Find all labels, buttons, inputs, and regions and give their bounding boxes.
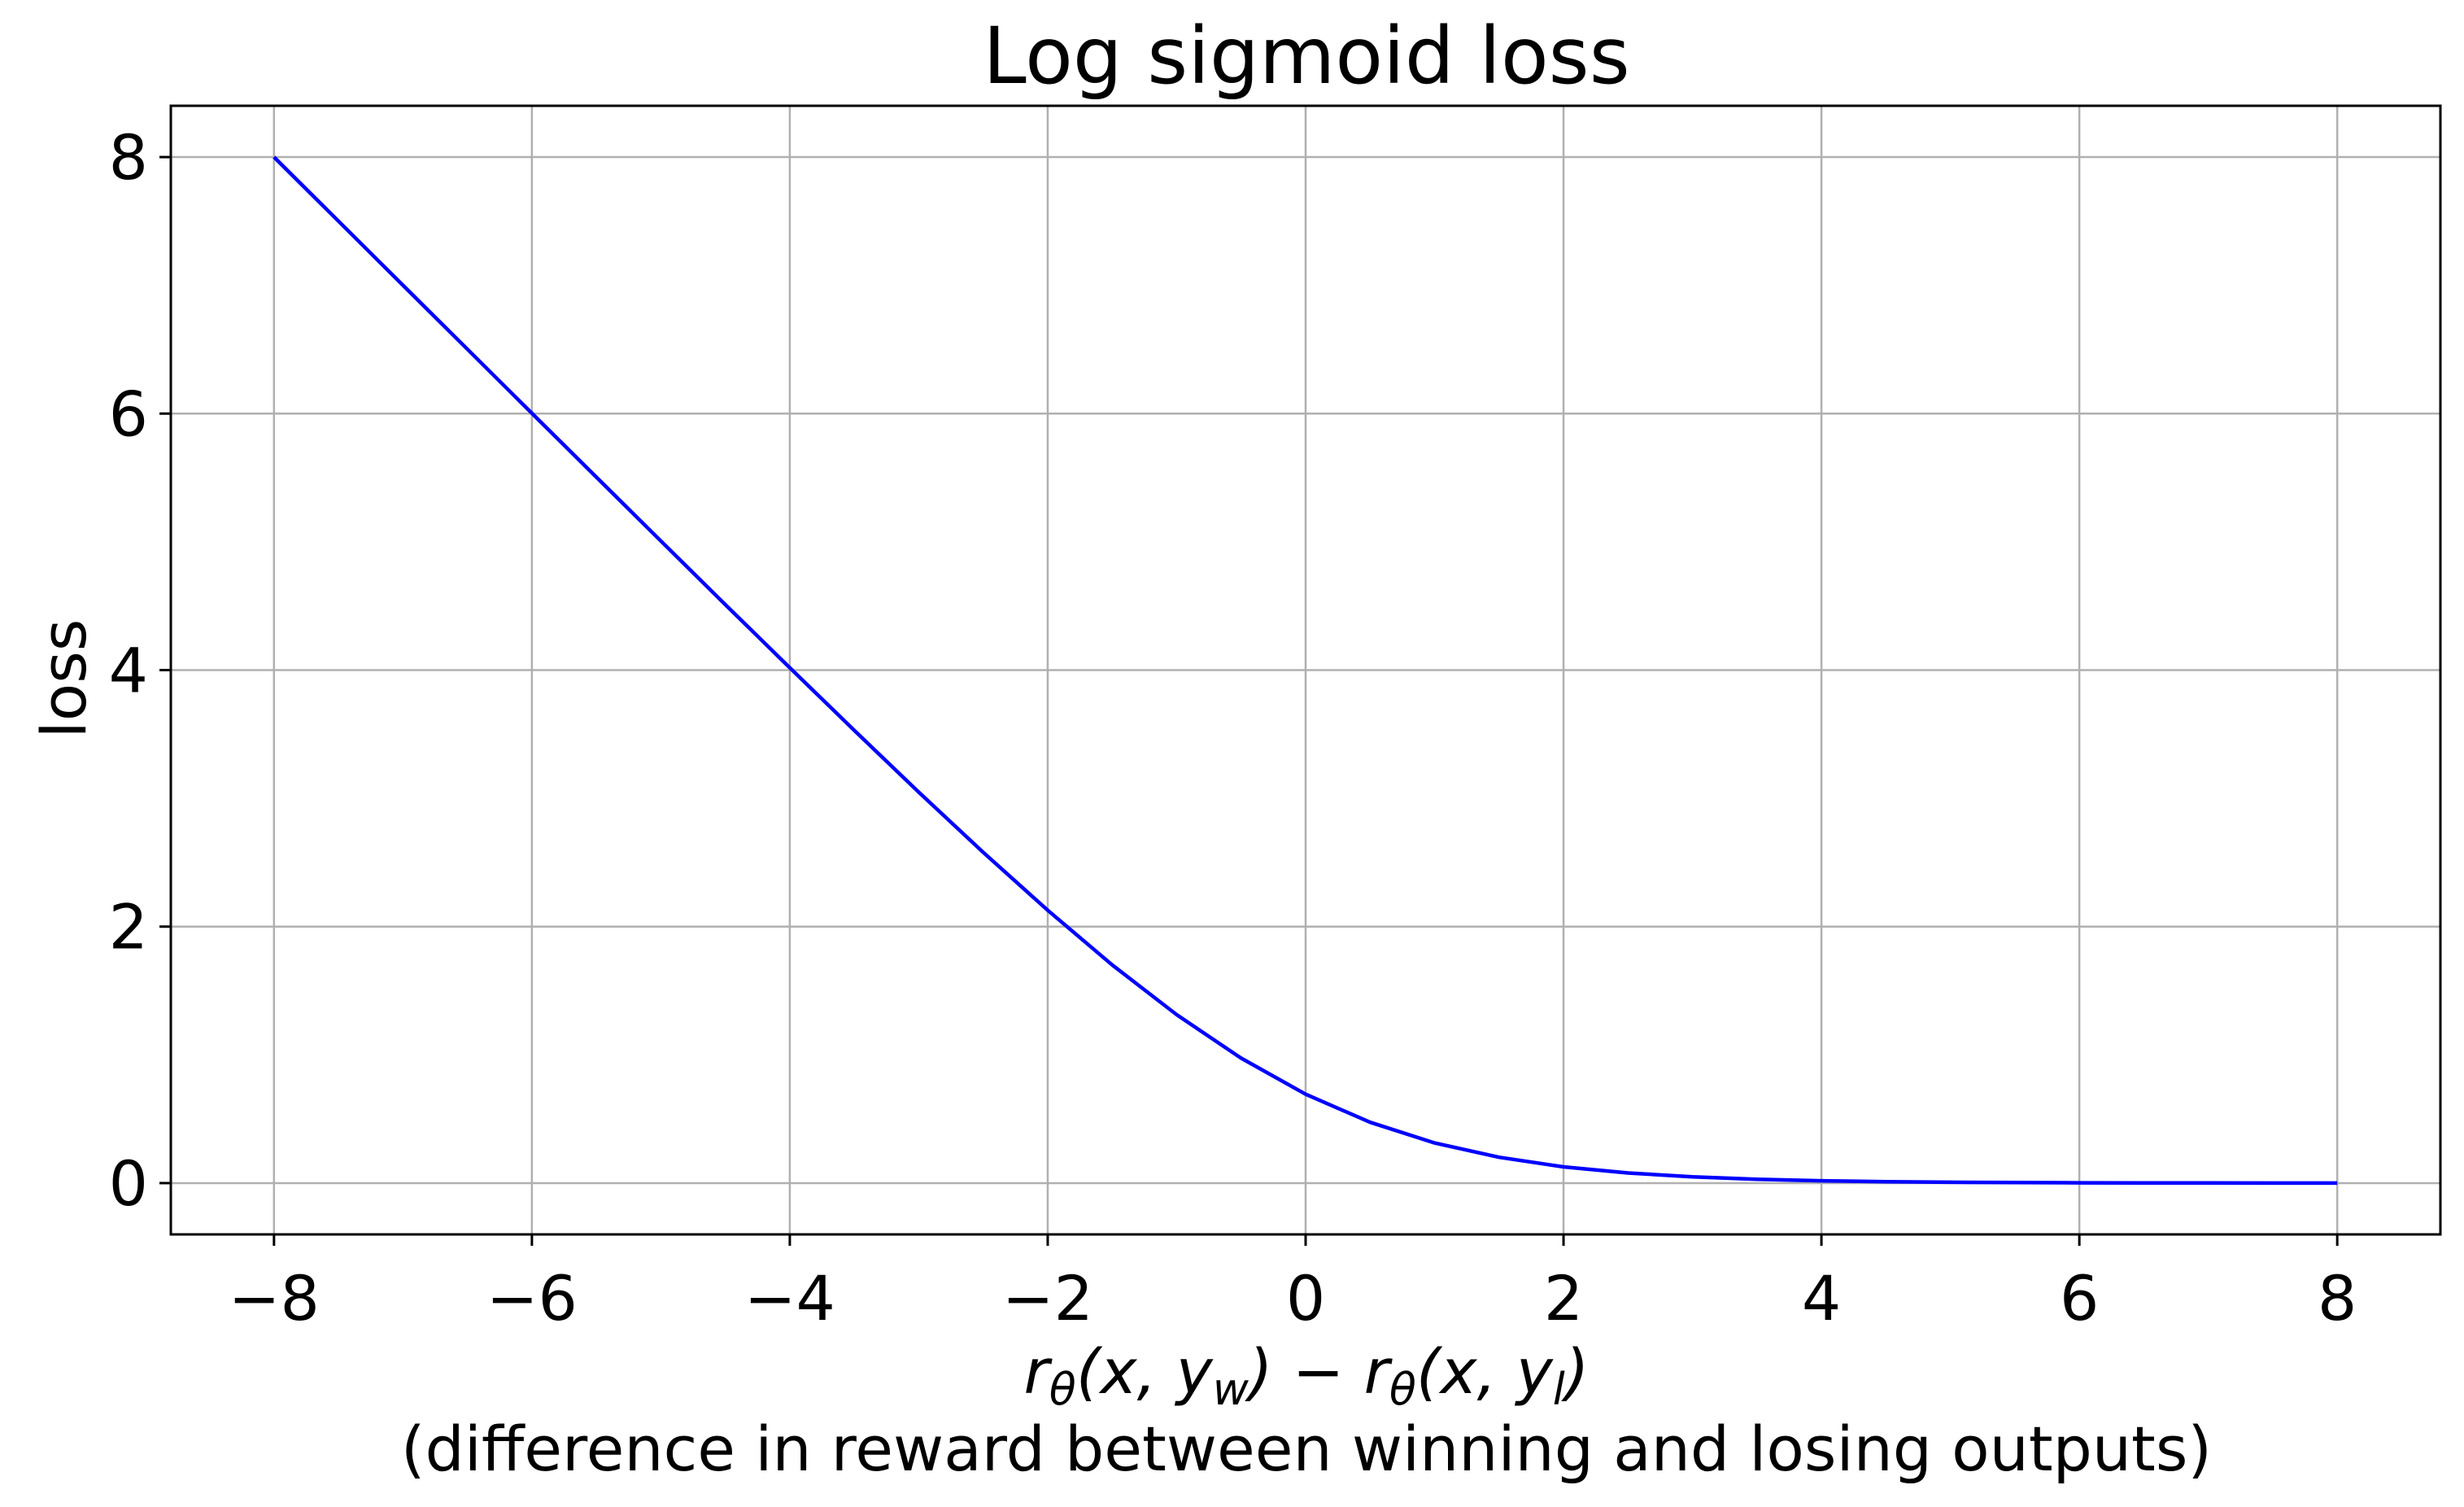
series-layer bbox=[273, 155, 2338, 1186]
x-axis-label-part: (x, y bbox=[1076, 1335, 1214, 1408]
x-axis-label-subscript: w bbox=[1213, 1364, 1249, 1415]
x-axis-label-part: (x, y bbox=[1416, 1335, 1554, 1408]
y-tick-label: 0 bbox=[109, 1147, 148, 1220]
chart-title: Log sigmoid loss bbox=[983, 11, 1629, 102]
x-axis-label-part: ) bbox=[1561, 1335, 1590, 1408]
x-axis-label-part: ) − r bbox=[1245, 1335, 1393, 1408]
x-tick-label: 6 bbox=[2060, 1262, 2099, 1334]
series-line bbox=[273, 155, 2338, 1186]
x-tick-label: 8 bbox=[2318, 1262, 2357, 1334]
x-axis-label-description: (difference in reward between winning an… bbox=[401, 1413, 2212, 1485]
y-tick-label: 6 bbox=[109, 378, 148, 450]
ticks: −8 −6 −4 −2 0 2 4 6 8 0 2 4 6 8 bbox=[109, 121, 2357, 1334]
x-tick-label: −8 bbox=[229, 1262, 320, 1334]
x-tick-label: −6 bbox=[486, 1262, 578, 1334]
y-tick-label: 8 bbox=[109, 121, 148, 194]
y-tick-label: 4 bbox=[109, 635, 148, 707]
x-axis-label-subscript: θ bbox=[1389, 1364, 1416, 1415]
x-tick-label: −4 bbox=[744, 1262, 835, 1334]
x-axis-label-subscript: l bbox=[1553, 1364, 1565, 1415]
x-tick-label: −2 bbox=[1002, 1262, 1093, 1334]
x-tick-label: 2 bbox=[1544, 1262, 1583, 1334]
y-axis-label: loss bbox=[28, 619, 100, 739]
x-tick-label: 0 bbox=[1286, 1262, 1325, 1334]
x-axis-label-subscript: θ bbox=[1049, 1364, 1076, 1415]
y-tick-label: 2 bbox=[109, 891, 148, 963]
x-axis-label-part: r bbox=[1024, 1335, 1053, 1408]
x-axis-label-formula: rθ(x, yw) − rθ(x, yl) bbox=[1024, 1335, 1590, 1415]
x-tick-label: 4 bbox=[1802, 1262, 1841, 1334]
